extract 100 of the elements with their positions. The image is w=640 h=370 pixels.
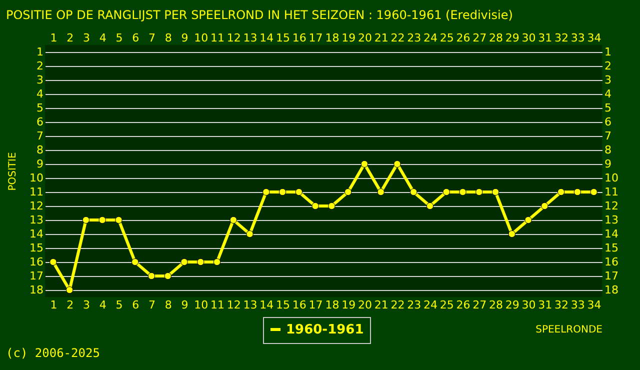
x2-tick-label: 18 xyxy=(325,32,340,44)
point xyxy=(278,188,286,196)
point xyxy=(524,216,532,224)
x-tick-label: 10 xyxy=(194,298,208,312)
y-tick-label: 16 xyxy=(30,256,44,268)
x2-tick-label: 10 xyxy=(194,32,208,44)
x-tick-label: 14 xyxy=(260,298,274,312)
point xyxy=(295,188,303,196)
point xyxy=(115,216,122,224)
legend-label: 1960-1961 xyxy=(286,322,364,338)
y2-tick-label: 12 xyxy=(604,200,618,212)
point xyxy=(344,188,352,196)
point xyxy=(66,286,74,294)
point xyxy=(230,216,237,224)
x2-tick-label: 26 xyxy=(456,32,470,44)
x-tick-label: 21 xyxy=(374,298,388,312)
x-tick-label: 7 xyxy=(148,298,156,312)
x-tick-label: 2 xyxy=(66,298,74,312)
y2-tick-label: 18 xyxy=(604,284,618,296)
point xyxy=(476,188,483,196)
x2-tick-label: 20 xyxy=(358,32,372,44)
x2-tick-label: 19 xyxy=(342,32,356,44)
point xyxy=(508,230,516,238)
y2-tick-label: 10 xyxy=(604,172,618,184)
point xyxy=(82,216,90,224)
x-axis-title: SPEELRONDE xyxy=(536,324,602,336)
x-tick-label: 11 xyxy=(210,298,225,312)
x2-tick-label: 2 xyxy=(66,32,74,44)
x2-tick-label: 12 xyxy=(226,32,241,44)
y-tick-label: 7 xyxy=(36,130,44,142)
x-tick-label: 12 xyxy=(226,298,241,312)
x-tick-label: 33 xyxy=(570,298,585,312)
y2-tick-label: 17 xyxy=(604,270,618,282)
y-tick-label: 14 xyxy=(30,228,44,240)
x-tick-label: 3 xyxy=(82,298,90,312)
x2-tick-label: 28 xyxy=(489,32,504,44)
y-tick-label: 13 xyxy=(30,214,44,226)
x2-tick-label: 8 xyxy=(164,32,172,44)
x-tick-label: 1 xyxy=(50,298,58,312)
y2-tick-label: 1 xyxy=(604,46,612,58)
x2-tick-label: 25 xyxy=(440,32,454,44)
y2-tick-label: 2 xyxy=(604,60,612,72)
y2-tick-label: 14 xyxy=(604,228,618,240)
point xyxy=(557,188,565,196)
x2-tick-label: 31 xyxy=(538,32,552,44)
x-tick-label: 18 xyxy=(325,298,340,312)
y2-tick-label: 13 xyxy=(604,214,618,226)
x2-tick-label: 15 xyxy=(276,32,290,44)
x-tick-label: 20 xyxy=(358,298,372,312)
point xyxy=(394,160,401,168)
x2-tick-label: 6 xyxy=(132,32,140,44)
y-tick-label: 10 xyxy=(30,172,44,184)
x2-tick-label: 24 xyxy=(423,32,438,44)
point xyxy=(360,160,368,168)
point xyxy=(148,272,156,280)
point xyxy=(50,258,57,266)
point xyxy=(410,188,418,196)
point xyxy=(541,202,548,210)
x2-tick-label: 13 xyxy=(243,32,258,44)
point xyxy=(459,188,466,196)
x2-tick-label: 3 xyxy=(82,32,90,44)
y2-tick-label: 16 xyxy=(604,256,618,268)
x2-tick-label: 11 xyxy=(210,32,225,44)
point xyxy=(246,230,254,238)
x2-tick-label: 4 xyxy=(99,32,106,44)
x2-tick-label: 21 xyxy=(374,32,388,44)
x2-tick-label: 17 xyxy=(308,32,323,44)
y2-tick-label: 7 xyxy=(604,130,612,142)
x-tick-label: 17 xyxy=(308,298,323,312)
point xyxy=(180,258,188,266)
y2-tick-label: 4 xyxy=(604,88,612,100)
x2-tick-label: 27 xyxy=(472,32,487,44)
x-tick-label: 24 xyxy=(423,298,438,312)
point xyxy=(377,188,384,196)
x2-tick-label: 5 xyxy=(116,32,123,44)
x2-tick-label: 23 xyxy=(407,32,422,44)
y2-tick-label: 5 xyxy=(604,102,612,114)
y-tick-label: 5 xyxy=(36,102,44,114)
x-tick-label: 4 xyxy=(99,298,106,312)
point xyxy=(262,188,270,196)
y-tick-label: 3 xyxy=(36,74,44,86)
point xyxy=(98,216,106,224)
y-tick-label: 8 xyxy=(36,144,44,156)
point xyxy=(590,188,598,196)
x-tick-label: 5 xyxy=(116,298,123,312)
y-tick-label: 4 xyxy=(36,88,44,100)
x2-tick-label: 34 xyxy=(587,32,602,44)
y2-tick-label: 6 xyxy=(604,116,612,128)
y2-tick-label: 3 xyxy=(604,74,612,86)
x-tick-label: 26 xyxy=(456,298,470,312)
point xyxy=(312,202,319,210)
x-tick-label: 16 xyxy=(292,298,306,312)
point xyxy=(132,258,139,266)
x-tick-label: 30 xyxy=(522,298,536,312)
x-tick-label: 8 xyxy=(164,298,172,312)
y-tick-label: 9 xyxy=(36,158,44,170)
text: (c) 2006-2025 xyxy=(6,346,100,360)
y-tick-label: 15 xyxy=(30,242,44,254)
y2-tick-label: 9 xyxy=(604,158,612,170)
x-tick-label: 34 xyxy=(587,298,602,312)
